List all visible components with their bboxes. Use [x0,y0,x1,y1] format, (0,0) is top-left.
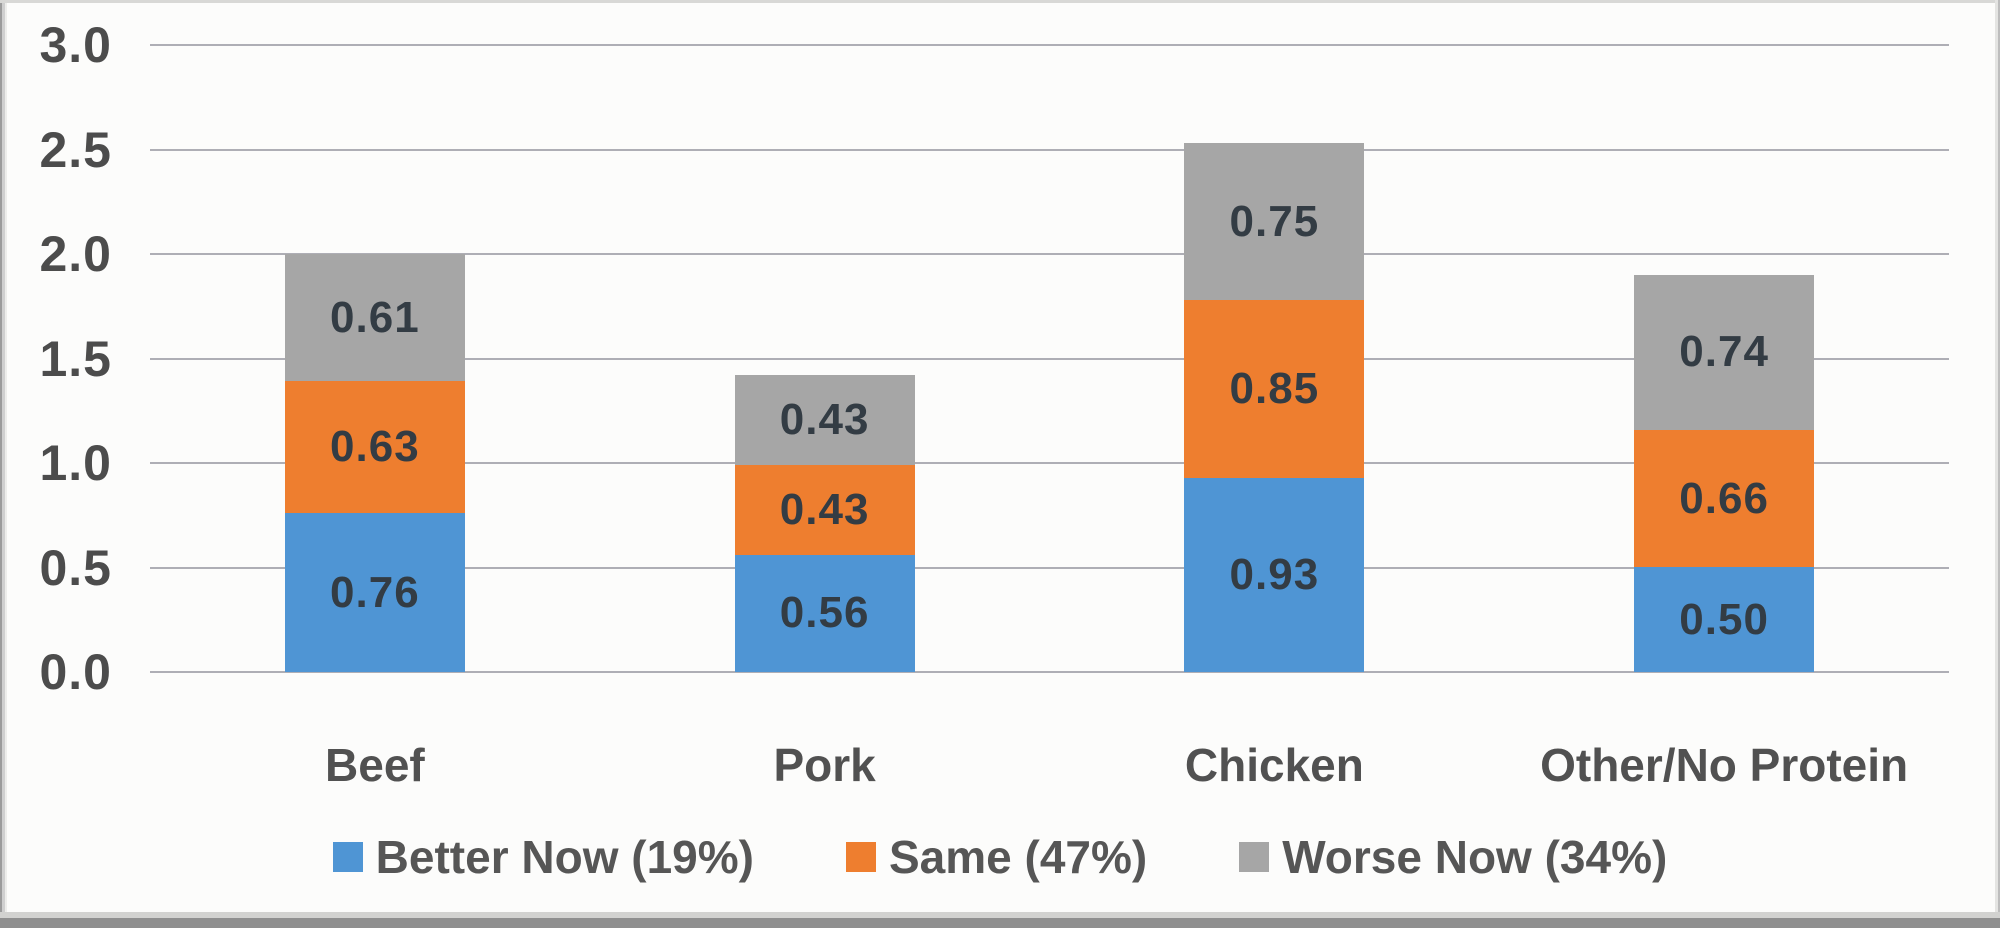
bar-segment: 0.56 [734,554,915,672]
stacked-bar: 0.61 0.63 0.76 [284,254,465,672]
legend-color-swatch [332,842,363,872]
legend-series-label: Worse Now (34%) [1282,831,1668,883]
legend-color-swatch [845,842,876,872]
bar-value-label: 0.76 [330,567,420,617]
gridline [150,462,1949,464]
y-axis-tick-label: 1.0 [39,435,112,491]
bar-segment: 0.76 [284,513,465,672]
bar-value-label: 0.43 [779,485,870,534]
bar-segment: 0.93 [1184,477,1365,672]
bar-value-label: 0.50 [1679,594,1769,644]
bar-segment: 0.66 [1634,429,1815,568]
bar-value-label: 0.74 [1679,327,1769,377]
y-axis-tick-label: 3.0 [39,17,112,73]
scan-edge-right [1995,0,2000,928]
stacked-bar: 0.75 0.85 0.93 [1184,143,1365,672]
bar-segment: 0.50 [1634,567,1815,672]
bar-segment: 0.85 [1184,299,1365,478]
bar-value-label: 0.56 [779,588,870,638]
y-axis-tick-label: 0.0 [39,644,112,700]
x-axis-category-label: Chicken [1184,739,1364,791]
bar-value-label: 0.66 [1679,473,1769,523]
bar-segment: 0.74 [1634,274,1815,430]
bar-segment: 0.63 [284,381,465,514]
legend-item: Better Now (19%) [332,830,754,884]
bar-segment: 0.61 [284,254,465,382]
bar-value-label: 0.85 [1229,363,1320,413]
y-axis-tick-label: 1.5 [39,330,112,387]
bar-segment: 0.43 [734,375,915,466]
legend-item: Same (47%) [845,830,1148,884]
y-axis-tick-label: 2.0 [39,226,112,282]
bar-value-label: 0.93 [1229,549,1320,599]
x-axis-category-label: Other/No Protein [1540,739,1909,791]
gridline [150,148,1949,151]
scan-edge-bottom-light [0,912,2000,918]
x-axis-category-label: Pork [773,739,876,791]
legend-item: Worse Now (34%) [1239,830,1667,884]
legend-series-label: Better Now (19%) [375,831,754,883]
legend-color-swatch [1239,842,1270,872]
bar-value-label: 0.63 [330,422,420,472]
gridline [150,253,1949,255]
legend: Better Now (19%) Same (47%) Worse Now (34%… [0,826,2000,888]
bar-value-label: 0.43 [779,395,870,445]
bar-value-label: 0.61 [330,292,420,342]
stacked-bar: 0.43 0.43 0.56 [734,375,915,672]
y-axis-tick-label: 2.5 [39,121,112,178]
gridline [150,566,1949,569]
scan-edge-left [0,0,7,928]
scan-edge-bottom-dark [0,918,2000,928]
bar-segment: 0.75 [1184,143,1365,300]
y-axis-tick-label: 0.5 [39,539,112,596]
scan-edge-top [0,0,2000,3]
bar-value-label: 0.75 [1229,196,1320,246]
gridline [150,671,1949,673]
bar-segment: 0.43 [734,465,915,555]
legend-series-label: Same (47%) [888,831,1148,883]
gridline [150,44,1949,46]
x-axis-category-label: Beef [325,739,425,791]
stacked-bar: 0.74 0.66 0.50 [1634,274,1815,672]
gridline [150,357,1949,360]
